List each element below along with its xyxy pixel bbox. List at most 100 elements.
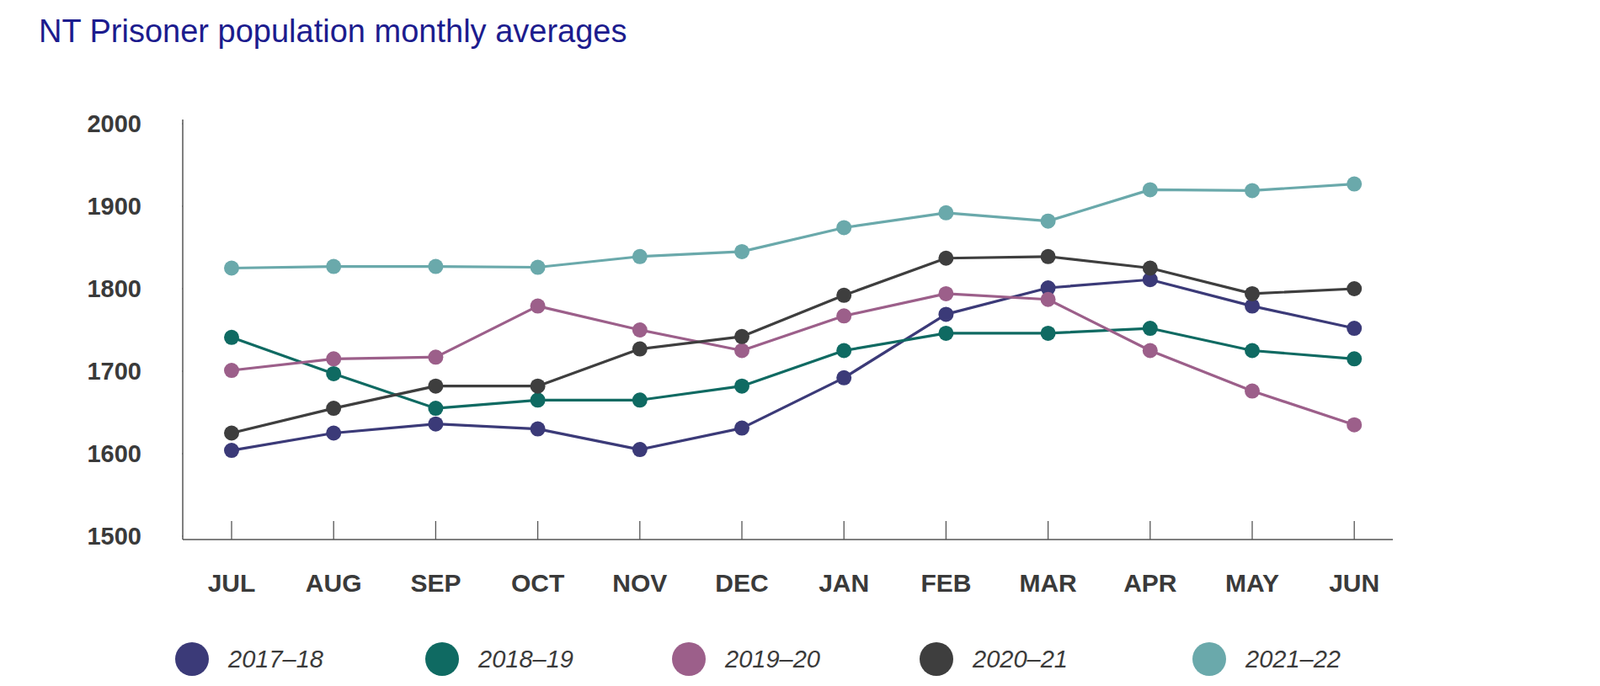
x-tick-label: AUG: [305, 569, 363, 598]
series-point: [427, 416, 443, 432]
series-point: [734, 244, 750, 260]
series-point: [938, 286, 954, 302]
series-point: [1346, 281, 1362, 297]
series-point: [938, 325, 954, 342]
y-tick-label: 1600: [86, 440, 142, 468]
x-tick: [537, 521, 539, 540]
x-tick: [1047, 521, 1049, 540]
series-point: [224, 261, 240, 277]
series-point: [325, 259, 342, 275]
series-point: [734, 343, 750, 359]
x-tick-label: JUL: [208, 569, 256, 598]
series-point: [1142, 320, 1158, 336]
series-point: [1346, 176, 1362, 192]
y-tick: [181, 288, 183, 290]
series-line: [231, 256, 1355, 434]
x-tick: [230, 521, 232, 540]
series-point: [427, 378, 443, 395]
series-point: [530, 378, 546, 395]
series-point: [1346, 417, 1362, 433]
series-line: [231, 279, 1355, 451]
series-point: [530, 421, 546, 438]
series-point: [427, 259, 443, 275]
y-tick: [181, 206, 183, 208]
legend-swatch: [175, 642, 209, 677]
series-point: [836, 343, 852, 359]
x-tick: [945, 521, 947, 540]
chart: NT Prisoner population monthly averages 1…: [0, 0, 1600, 686]
legend-swatch: [425, 642, 459, 677]
series-point: [632, 322, 648, 338]
series-point: [224, 330, 240, 346]
series-point: [938, 306, 954, 322]
x-tick: [639, 521, 640, 540]
series-line: [231, 293, 1355, 426]
x-tick-label: MAR: [1018, 569, 1078, 598]
series-point: [1142, 343, 1158, 359]
series-point: [1346, 351, 1362, 367]
y-tick-label: 1500: [86, 522, 142, 550]
y-tick-label: 2000: [86, 110, 142, 138]
x-tick-label: JAN: [818, 569, 870, 598]
x-tick-label: NOV: [612, 569, 667, 598]
series-point: [1040, 213, 1056, 230]
series-point: [530, 260, 546, 276]
legend-label: 2020–21: [971, 645, 1068, 673]
series-point: [836, 219, 852, 235]
series-point: [224, 426, 240, 442]
x-tick: [435, 521, 437, 540]
series-point: [1040, 325, 1056, 342]
series-point: [836, 370, 852, 386]
series-point: [325, 366, 342, 382]
x-tick-label: OCT: [511, 569, 565, 598]
series-point: [632, 341, 648, 358]
plot-area: [224, 176, 1362, 459]
x-tick-label: JUN: [1328, 569, 1380, 598]
legend-swatch: [672, 642, 706, 677]
series-point: [632, 442, 648, 458]
series-point: [734, 378, 750, 395]
series-point: [938, 250, 954, 267]
x-tick: [1251, 521, 1253, 540]
y-tick: [181, 453, 183, 455]
x-tick-label: FEB: [920, 569, 971, 598]
y-axis-line: [181, 119, 184, 540]
x-axis-line: [182, 538, 1393, 541]
series-point: [938, 205, 954, 221]
series-point: [1346, 320, 1362, 336]
legend-label: 2017–18: [227, 645, 324, 673]
x-tick-label: MAY: [1225, 569, 1280, 598]
x-tick-label: SEP: [410, 569, 461, 598]
series-point: [325, 351, 342, 367]
series-point: [325, 426, 342, 442]
y-tick-label: 1900: [86, 192, 142, 220]
series-point: [734, 329, 750, 345]
series-point: [427, 400, 443, 416]
x-tick-label: DEC: [714, 569, 768, 598]
series-point: [734, 421, 750, 437]
series-point: [632, 392, 648, 408]
x-tick: [333, 521, 335, 540]
x-tick-label: APR: [1123, 569, 1178, 598]
y-tick: [181, 123, 183, 125]
series-point: [836, 288, 852, 304]
series-point: [427, 349, 443, 365]
legend-swatch: [919, 642, 954, 677]
legend-label: 2019–20: [724, 645, 821, 673]
y-tick: [181, 371, 183, 373]
x-tick: [741, 521, 742, 540]
series-point: [1244, 384, 1260, 400]
title: NT Prisoner population monthly averages: [38, 13, 627, 49]
series-point: [325, 400, 342, 416]
series-line: [231, 328, 1355, 409]
y-tick-label: 1700: [86, 357, 142, 385]
series-line: [231, 184, 1355, 269]
series-point: [530, 298, 546, 315]
legend-swatch: [1192, 642, 1227, 677]
series-point: [224, 362, 240, 379]
series-point: [224, 442, 240, 459]
series-point: [1040, 249, 1056, 265]
series-point: [1142, 181, 1158, 198]
series-point: [836, 308, 852, 324]
x-tick: [843, 521, 845, 540]
